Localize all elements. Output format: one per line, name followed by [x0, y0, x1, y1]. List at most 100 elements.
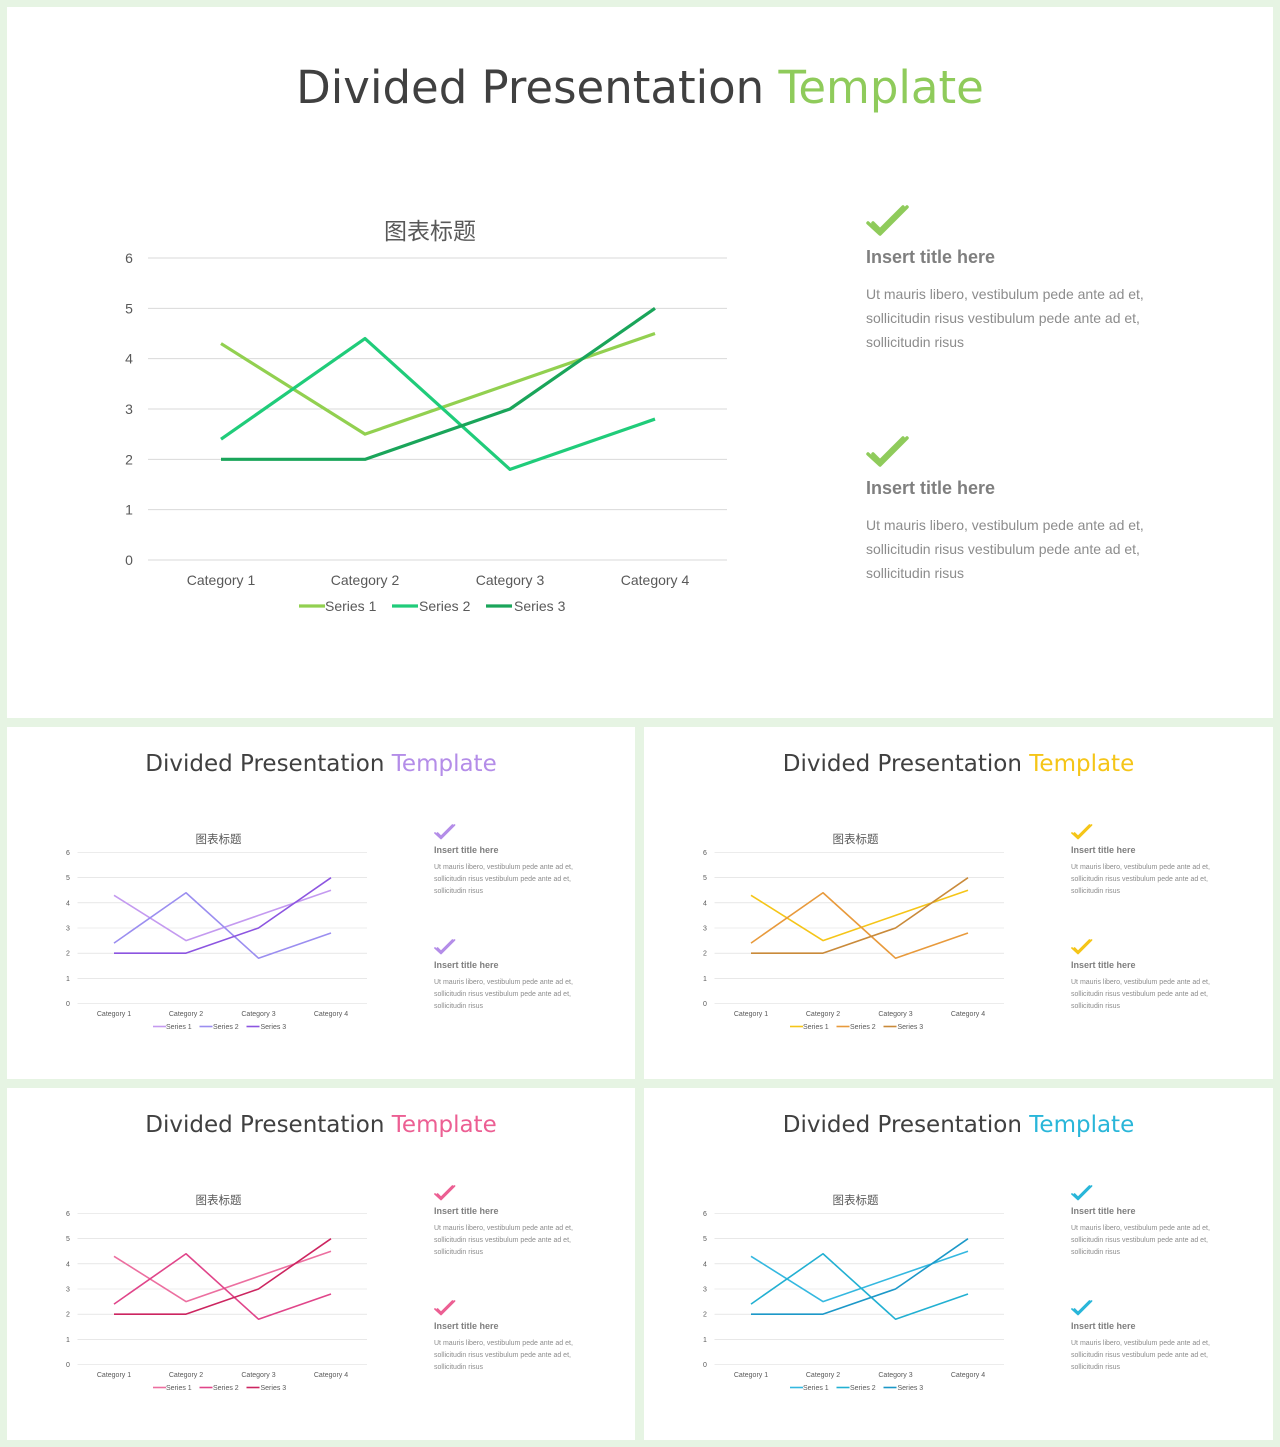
x-tick-label: Category 1: [187, 572, 256, 588]
y-tick-label: 2: [703, 951, 707, 958]
feature-title: Insert title here: [1071, 845, 1136, 855]
slide-title: Divided Presentation Template: [644, 751, 1273, 777]
title-accent: Template: [778, 61, 984, 114]
y-tick-label: 3: [703, 1287, 707, 1294]
x-tick-label: Category 3: [878, 1372, 912, 1379]
title-main: Divided Presentation: [145, 1112, 392, 1138]
feature-text: Ut mauris libero, vestibulum pede ante a…: [866, 286, 1144, 350]
y-tick-label: 3: [125, 401, 133, 417]
line-chart: 图表标题 0 1 2 3 4 5 6 Category 1 Category 2 Category …: [66, 1193, 367, 1392]
y-tick-label: 5: [66, 875, 70, 882]
check-icon: [866, 205, 909, 236]
y-tick-label: 1: [66, 1337, 70, 1344]
feature-title: Insert title here: [866, 478, 996, 498]
series-line-3: [114, 1238, 332, 1315]
check-icon: [434, 939, 456, 955]
y-tick-label: 2: [703, 1312, 707, 1319]
legend-label: Series 1: [166, 1024, 192, 1031]
feature-item: Insert title here Ut mauris libero, vest…: [866, 434, 1166, 665]
y-tick-label: 5: [125, 300, 133, 316]
feature-title: Insert title here: [434, 1321, 499, 1331]
check-icon: [434, 1185, 456, 1201]
title-accent: Template: [391, 751, 497, 777]
x-tick-label: Category 4: [951, 1011, 985, 1018]
slide-yellow: Divided Presentation Template 图表标题 0 1 2 3 4 5…: [644, 727, 1273, 1079]
x-tick-label: Category 3: [241, 1011, 275, 1018]
check-icon: [1071, 1185, 1093, 1201]
x-tick-label: Category 3: [476, 572, 545, 588]
series-line-1: [113, 889, 332, 942]
feature-title: Insert title here: [1071, 1206, 1136, 1216]
slide-title: Divided Presentation Template: [7, 751, 635, 777]
series-line-3: [751, 1238, 969, 1315]
x-tick-label: Category 4: [314, 1011, 348, 1018]
legend-label: Series 1: [325, 598, 377, 614]
feature-list: Insert title here Ut mauris libero, vest…: [434, 1184, 594, 1414]
y-tick-label: 1: [125, 502, 133, 518]
feature-item: Insert title here Ut mauris libero, vest…: [866, 203, 1166, 434]
series-line-2: [113, 1252, 332, 1320]
y-tick-label: 0: [66, 1362, 70, 1369]
feature-item: Insert title here Ut mauris libero, vest…: [434, 1299, 594, 1414]
y-tick-label: 6: [703, 850, 707, 857]
check-icon: [866, 436, 909, 467]
feature-list: Insert title here Ut mauris libero, vest…: [434, 823, 594, 1053]
y-tick-label: 5: [703, 875, 707, 882]
feature-title: Insert title here: [866, 247, 996, 267]
check-icon: [1071, 824, 1093, 840]
y-tick-label: 4: [66, 1261, 70, 1268]
chart-title: 图表标题: [196, 1193, 242, 1207]
series-line-1: [113, 1250, 332, 1303]
feature-list: Insert title here Ut mauris libero, vest…: [866, 203, 1166, 665]
y-tick-label: 6: [703, 1211, 707, 1218]
check-icon: [1071, 1300, 1093, 1316]
series-line-1: [750, 889, 969, 942]
title-accent: Template: [1029, 1112, 1135, 1138]
feature-text: Ut mauris libero, vestibulum pede ante a…: [1071, 864, 1210, 895]
slide-pink: Divided Presentation Template 图表标题 0 1 2 3 4 5…: [7, 1088, 635, 1440]
x-tick-label: Category 4: [314, 1372, 348, 1379]
legend-label: Series 3: [514, 598, 566, 614]
y-tick-label: 5: [66, 1236, 70, 1243]
slide-title: Divided Presentation Template: [7, 61, 1273, 114]
series-line-2: [113, 891, 332, 959]
line-chart: 图表标题 0 1 2 3 4 5 6 Category 1 Category 2 Category …: [66, 832, 367, 1031]
title-accent: Template: [391, 1112, 497, 1138]
slide-purple: Divided Presentation Template 图表标题 0 1 2 3 4 5…: [7, 727, 635, 1079]
legend-label: Series 1: [803, 1024, 829, 1031]
feature-title: Insert title here: [434, 845, 499, 855]
feature-text: Ut mauris libero, vestibulum pede ante a…: [866, 517, 1144, 581]
chart-title: 图表标题: [196, 832, 242, 846]
feature-text: Ut mauris libero, vestibulum pede ante a…: [434, 979, 573, 1010]
legend-label: Series 3: [898, 1385, 924, 1392]
y-tick-label: 0: [125, 552, 133, 568]
title-accent: Template: [1029, 751, 1135, 777]
title-main: Divided Presentation: [782, 751, 1030, 777]
feature-title: Insert title here: [434, 960, 499, 970]
line-chart: 图表标题 0 1 2 3 4 5 6 Category 1 Category 2 Category …: [703, 1193, 1004, 1392]
y-tick-label: 5: [703, 1236, 707, 1243]
x-tick-label: Category 2: [169, 1372, 203, 1379]
check-icon: [1071, 939, 1093, 955]
y-tick-label: 2: [66, 951, 70, 958]
feature-item: Insert title here Ut mauris libero, vest…: [1071, 1184, 1231, 1299]
legend-label: Series 2: [850, 1385, 876, 1392]
legend-label: Series 1: [166, 1385, 192, 1392]
series-line-3: [221, 307, 656, 461]
feature-item: Insert title here Ut mauris libero, vest…: [1071, 823, 1231, 938]
check-icon: [434, 824, 456, 840]
x-tick-label: Category 2: [169, 1011, 203, 1018]
series-line-1: [220, 331, 656, 436]
chart-title: 图表标题: [384, 218, 476, 244]
feature-item: Insert title here Ut mauris libero, vest…: [1071, 1299, 1231, 1414]
feature-text: Ut mauris libero, vestibulum pede ante a…: [434, 1340, 573, 1371]
x-tick-label: Category 1: [734, 1011, 768, 1018]
feature-list: Insert title here Ut mauris libero, vest…: [1071, 1184, 1231, 1414]
legend-label: Series 2: [850, 1024, 876, 1031]
feature-item: Insert title here Ut mauris libero, vest…: [1071, 938, 1231, 1053]
y-tick-label: 0: [703, 1362, 707, 1369]
slide-title: Divided Presentation Template: [7, 1112, 635, 1138]
x-tick-label: Category 4: [951, 1372, 985, 1379]
y-tick-label: 1: [703, 976, 707, 983]
x-tick-label: Category 1: [97, 1372, 131, 1379]
